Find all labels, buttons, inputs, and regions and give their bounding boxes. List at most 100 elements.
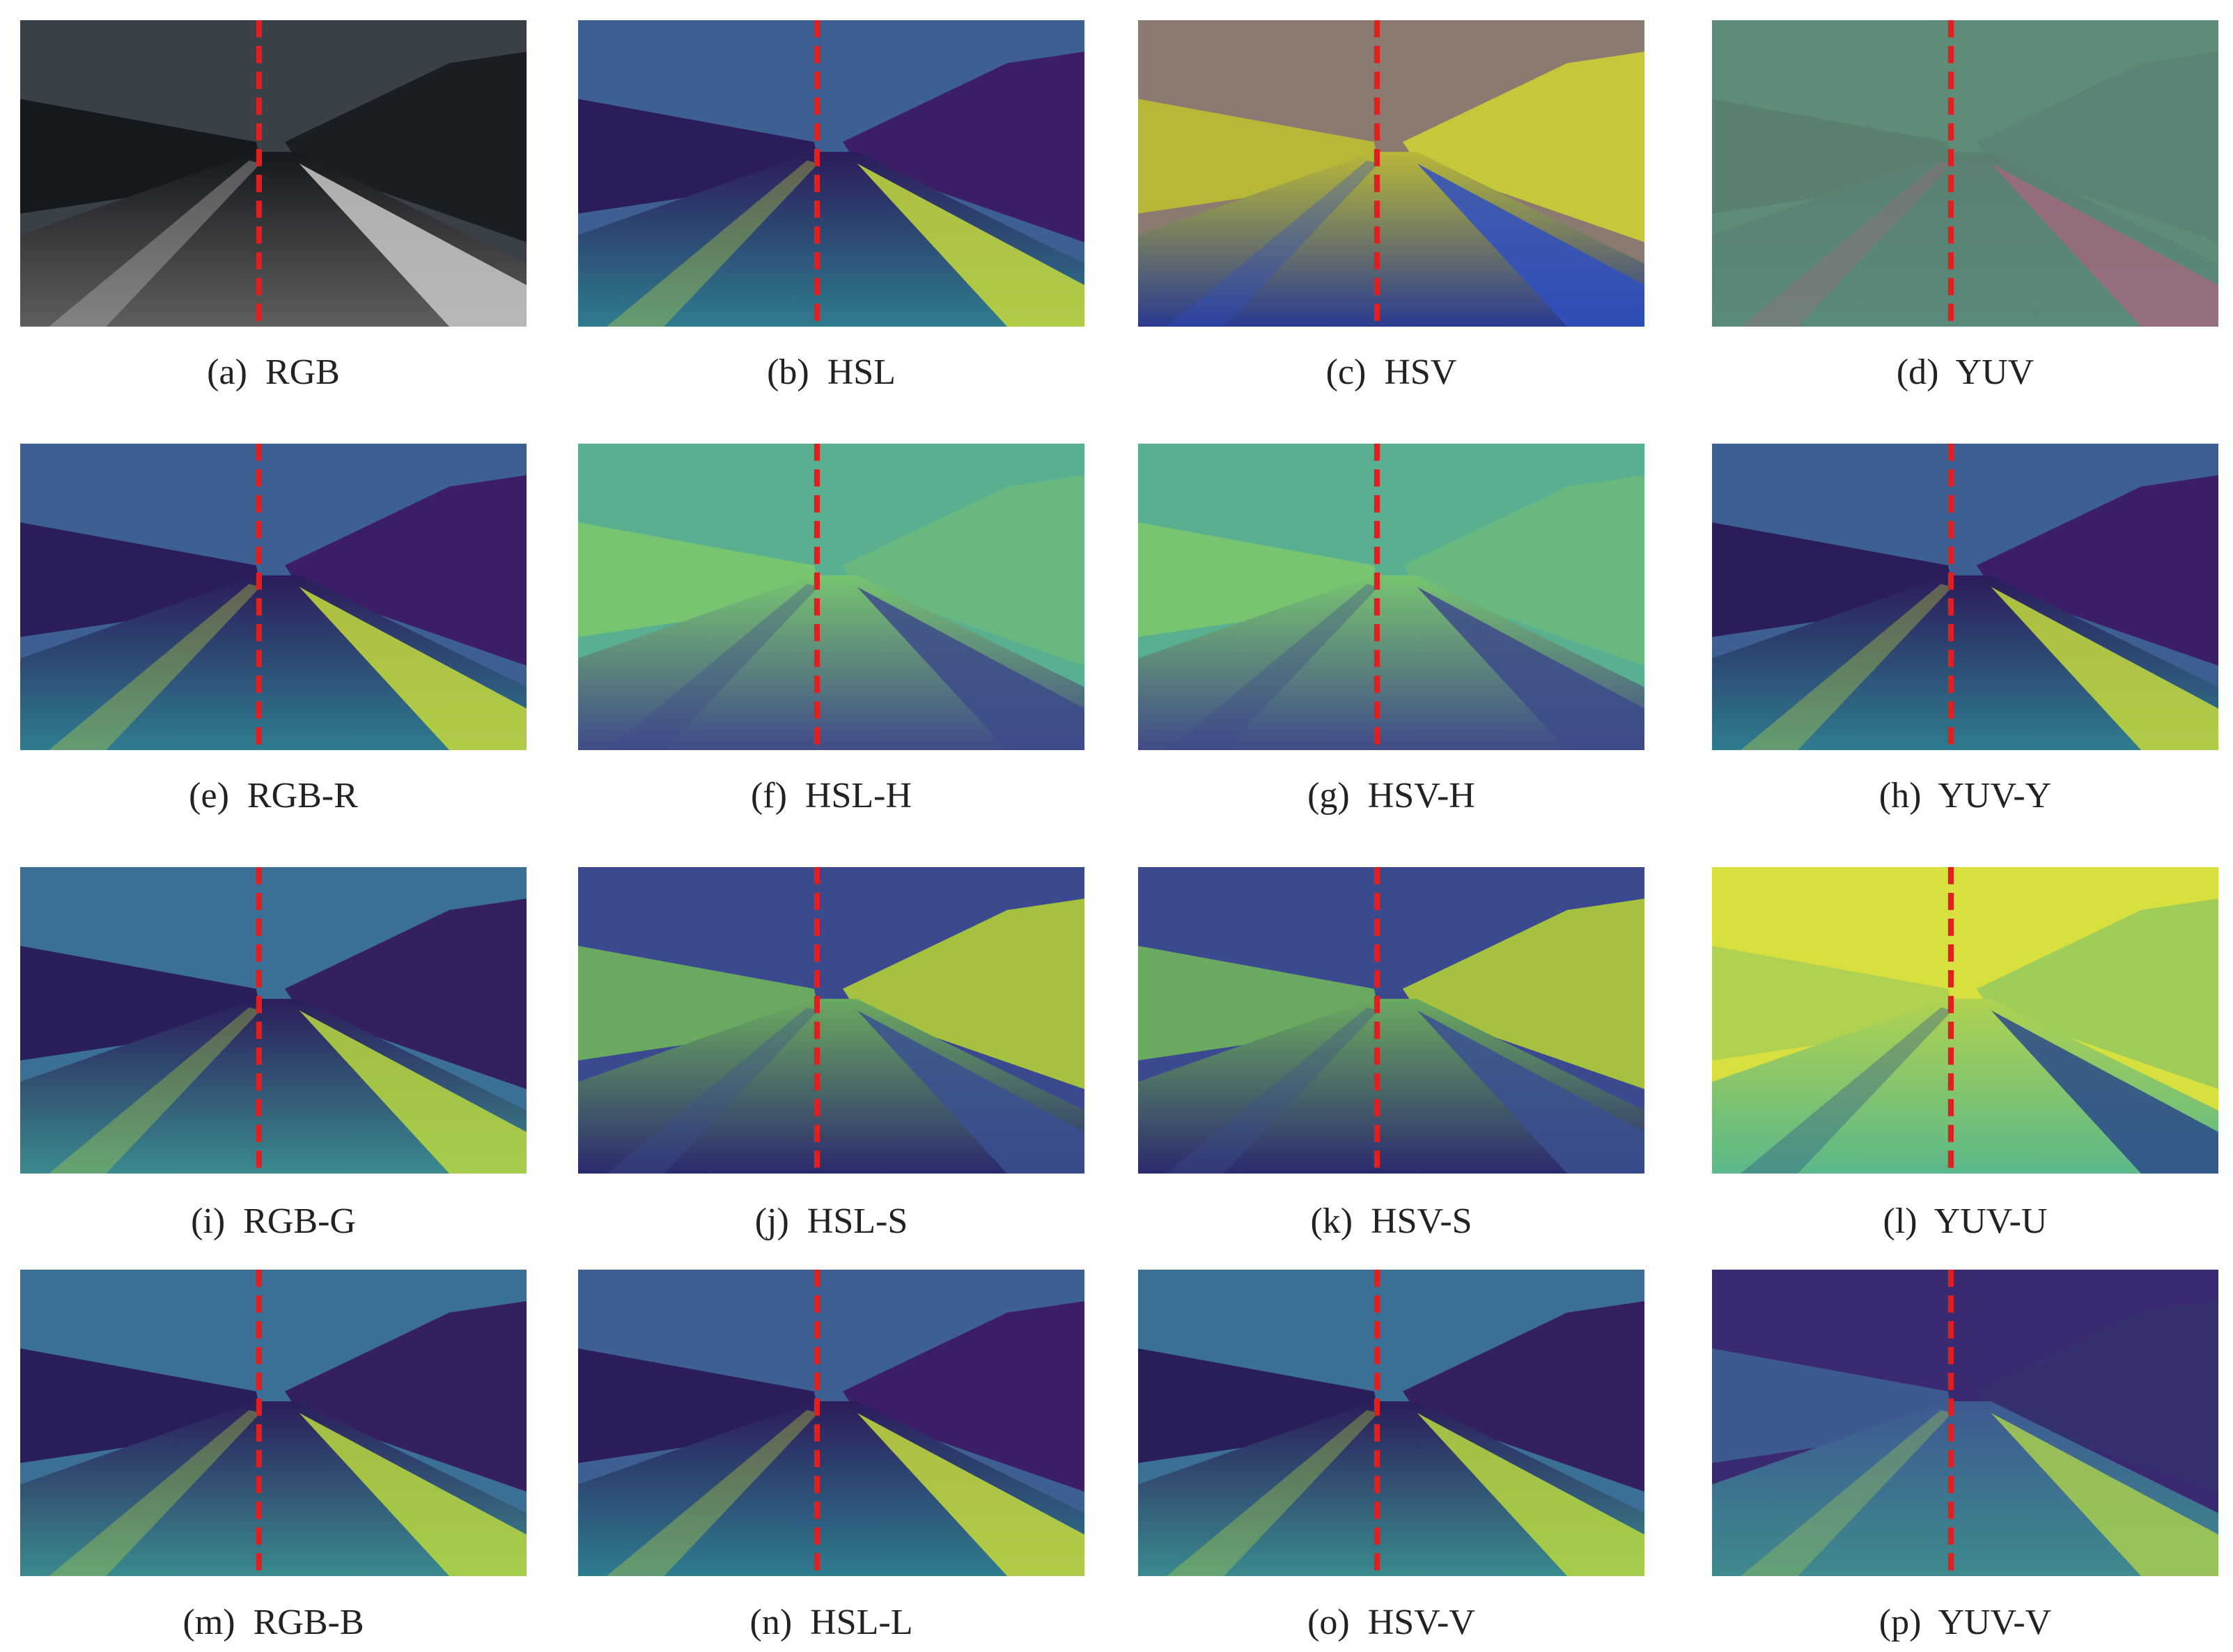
right-hill: [842, 52, 1084, 242]
caption: (e) RGB-R: [189, 776, 358, 816]
panel: [578, 20, 1084, 327]
channel-image: [578, 1270, 1084, 1576]
panel: [578, 867, 1084, 1174]
road-streak: [1741, 584, 1953, 750]
caption: (b) HSL: [767, 352, 896, 392]
right-hill: [284, 1301, 527, 1492]
channel-image: [1138, 867, 1644, 1174]
road-highlight: [299, 586, 527, 750]
panel: [1138, 444, 1644, 750]
channel-image: [20, 867, 527, 1174]
road-highlight: [299, 1412, 527, 1576]
caption: (i) RGB-G: [191, 1201, 356, 1241]
road: [1712, 999, 2218, 1174]
caption: (h) YUV-Y: [1878, 776, 2052, 816]
road-streak: [1741, 1007, 1953, 1174]
road-highlight: [857, 163, 1084, 327]
panel: [1138, 867, 1644, 1174]
right-hill: [842, 898, 1084, 1089]
channel-image: [1138, 1270, 1644, 1576]
right-hill: [284, 52, 527, 242]
road-highlight: [1417, 1412, 1644, 1576]
road-streak: [1167, 584, 1379, 750]
road: [1712, 575, 2218, 750]
road: [20, 999, 527, 1174]
road-highlight: [1991, 163, 2218, 327]
panel: [1138, 20, 1644, 327]
road-streak: [1741, 1410, 1953, 1576]
channel-image: [20, 20, 527, 327]
road-highlight: [857, 1010, 1084, 1174]
road-streak: [607, 1410, 819, 1576]
road-streak: [1741, 160, 1953, 327]
road: [1712, 1401, 2218, 1576]
road-streak: [49, 1410, 261, 1576]
road-streak: [1167, 160, 1379, 327]
road-highlight: [857, 1412, 1084, 1576]
road-highlight: [1417, 163, 1644, 327]
caption: (j) HSL-S: [754, 1201, 908, 1241]
channel-image: [20, 1270, 527, 1576]
caption: (n) HSL-L: [749, 1603, 913, 1642]
road-highlight: [1991, 586, 2218, 750]
road-highlight: [1991, 1010, 2218, 1174]
caption: (k) HSV-S: [1310, 1201, 1472, 1241]
panel: [20, 20, 527, 327]
channel-image: [578, 867, 1084, 1174]
road-streak: [607, 160, 819, 327]
caption: (p) YUV-V: [1878, 1603, 2052, 1642]
road-highlight: [857, 586, 1084, 750]
road: [1138, 999, 1644, 1174]
panel: [1712, 444, 2218, 750]
road: [20, 152, 527, 327]
panel: [578, 444, 1084, 750]
channel-image: [1712, 20, 2218, 327]
right-hill: [1976, 898, 2218, 1089]
road: [578, 575, 1084, 750]
road-streak: [1167, 1007, 1379, 1174]
channel-image: [1712, 867, 2218, 1174]
road: [1138, 152, 1644, 327]
road-highlight: [299, 1010, 527, 1174]
caption: (o) HSV-V: [1307, 1603, 1475, 1642]
caption: (d) YUV: [1896, 352, 2034, 392]
right-hill: [284, 898, 527, 1089]
road-streak: [49, 160, 261, 327]
caption: (m) RGB-B: [182, 1603, 364, 1642]
right-hill: [1402, 475, 1644, 666]
panel: [20, 1270, 527, 1576]
road: [20, 575, 527, 750]
caption: (g) HSV-H: [1307, 776, 1475, 816]
road-highlight: [1991, 1412, 2218, 1576]
channel-image: [578, 444, 1084, 750]
channel-image: [1712, 444, 2218, 750]
road: [20, 1401, 527, 1576]
panel: [20, 867, 527, 1174]
channel-image: [1712, 1270, 2218, 1576]
road: [578, 1401, 1084, 1576]
road-highlight: [299, 163, 527, 327]
panel: [1712, 20, 2218, 327]
right-hill: [1402, 52, 1644, 242]
road: [578, 999, 1084, 1174]
road: [578, 152, 1084, 327]
caption: (l) YUV-U: [1883, 1201, 2048, 1241]
channel-image: [1138, 20, 1644, 327]
road: [1712, 152, 2218, 327]
right-hill: [842, 1301, 1084, 1492]
right-hill: [1976, 1301, 2218, 1492]
right-hill: [1976, 475, 2218, 666]
right-hill: [1976, 52, 2218, 242]
caption: (a) RGB: [207, 352, 340, 392]
road-streak: [49, 1007, 261, 1174]
panel: [1712, 1270, 2218, 1576]
panel: [1712, 867, 2218, 1174]
right-hill: [842, 475, 1084, 666]
road-streak: [1167, 1410, 1379, 1576]
right-hill: [1402, 1301, 1644, 1492]
road-streak: [607, 1007, 819, 1174]
channel-image: [578, 20, 1084, 327]
caption: (c) HSV: [1325, 352, 1457, 392]
channel-image: [1138, 444, 1644, 750]
road: [1138, 1401, 1644, 1576]
